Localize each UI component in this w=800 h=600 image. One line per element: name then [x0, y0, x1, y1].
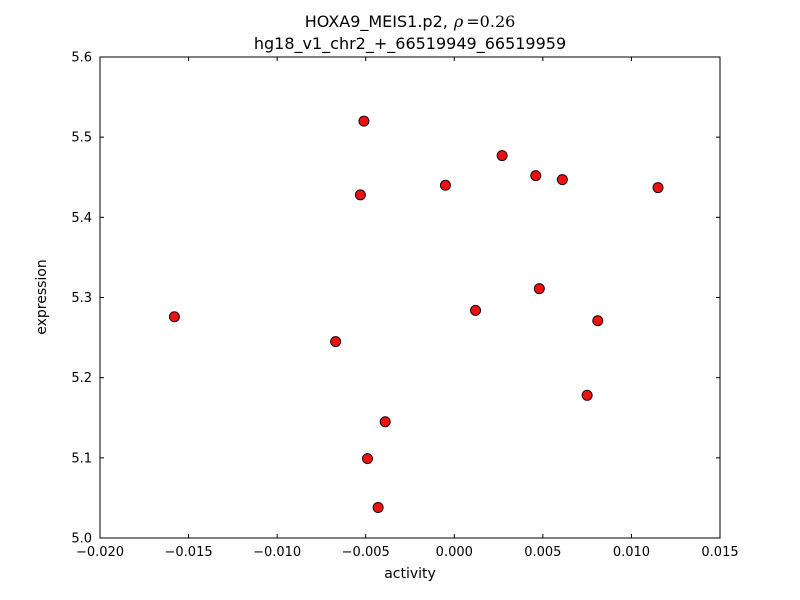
data-point: [581, 389, 593, 401]
x-tick-label: −0.015: [165, 545, 213, 560]
x-tick-label: −0.020: [76, 545, 124, 560]
y-tick-label: 5.3: [71, 291, 92, 306]
data-point: [652, 182, 664, 194]
plot-generated-content: −0.020 −0.015 −0.010 −0.005 0.000 0.005 0.010 0…: [71, 51, 738, 561]
y-tick-label: 5.4: [71, 211, 92, 226]
x-tick-label: −0.010: [253, 545, 301, 560]
data-point: [361, 453, 373, 465]
chart-title: HOXA9_MEIS1.p2, ρ =0.26: [305, 12, 516, 32]
x-tick-label: 0.005: [524, 545, 561, 560]
title-prefix: HOXA9_MEIS1.p2,: [305, 12, 448, 32]
plot-frame: [99, 56, 721, 539]
title-rho-symbol: ρ: [453, 12, 464, 31]
title-rho-value: =0.26: [466, 12, 515, 31]
data-point: [358, 115, 370, 127]
data-point: [330, 336, 342, 348]
data-point: [530, 170, 542, 182]
data-point: [556, 174, 568, 186]
data-point: [496, 150, 508, 162]
y-tick-label: 5.5: [71, 131, 92, 146]
x-tick-label: 0.000: [436, 545, 473, 560]
x-tick-label: 0.015: [701, 545, 738, 560]
chart-subtitle: hg18_v1_chr2_+_66519949_66519959: [254, 34, 566, 54]
x-tick-label: −0.005: [342, 545, 390, 560]
data-point: [168, 311, 180, 323]
data-point: [379, 416, 391, 428]
y-tick-label: 5.1: [71, 451, 92, 466]
data-point: [354, 189, 366, 201]
y-tick-label: 5.0: [71, 532, 92, 547]
data-point: [533, 283, 545, 295]
data-point: [470, 304, 482, 316]
y-tick-label: 5.6: [71, 51, 92, 66]
y-axis-label: expression: [34, 259, 50, 335]
data-point: [592, 315, 604, 327]
data-point: [372, 502, 384, 514]
x-axis-label: activity: [384, 566, 436, 582]
x-tick-label: 0.010: [613, 545, 650, 560]
data-point: [439, 179, 451, 191]
y-tick-label: 5.2: [71, 371, 92, 386]
